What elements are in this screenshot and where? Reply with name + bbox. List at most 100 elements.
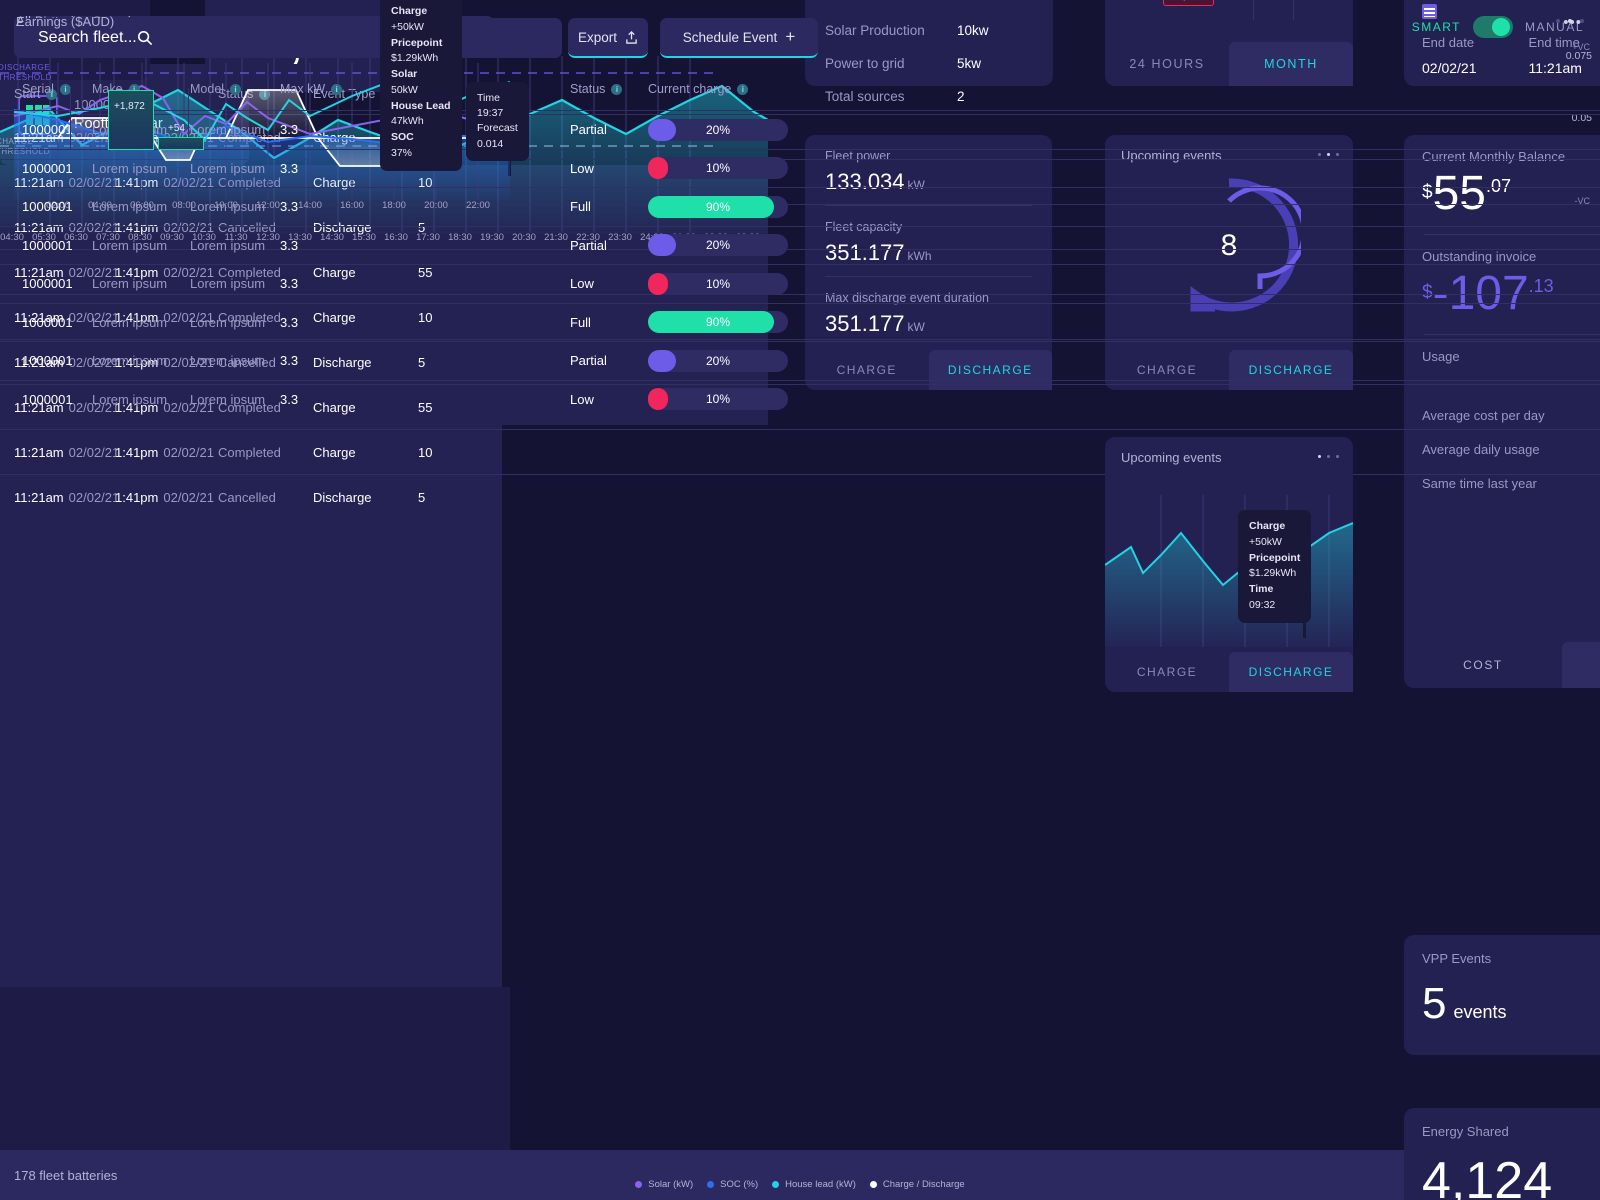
outstanding-invoice-block: Outstanding invoice $ -107 .13	[1404, 235, 1600, 334]
cell-max-kw: 3.3	[280, 391, 299, 407]
row-label: Fleet capacity	[825, 220, 903, 234]
cell-current-charge: 10%	[648, 157, 808, 180]
more-options-icon[interactable]: •••	[1563, 14, 1582, 31]
cell-status: Low	[570, 391, 594, 407]
upload-icon	[626, 30, 637, 44]
cell-status: Partial	[570, 353, 607, 369]
usage-block: Usage Average cost per day Average daily…	[1404, 335, 1600, 505]
x-tick: 08:00	[172, 200, 196, 211]
smart-manual-toggle[interactable]: SMART MANUAL	[1412, 16, 1584, 38]
cell-serial: 1000001	[22, 237, 73, 253]
x-tick: 12:00	[256, 200, 280, 211]
cell-status: Cancelled	[218, 219, 276, 235]
end-datetime-card: End date 02/02/21 End time 11:21am	[1404, 0, 1600, 86]
cell-status: Partial	[570, 122, 607, 138]
x-tick: 10:00	[214, 200, 238, 211]
cell-serial: 1000001	[22, 199, 73, 215]
invoice-value: $ -107 .13	[1422, 270, 1600, 318]
calendar-icon	[1422, 4, 1437, 19]
tab-charge[interactable]: CHARGE	[1136, 665, 1198, 679]
cell-model: Lorem ipsum	[190, 353, 266, 369]
events-table-footer: 178 fleet batteries ← →	[0, 1150, 1600, 1200]
schedule-label: Schedule Event	[682, 29, 778, 45]
table-row[interactable]: 1000001 Lorem ipsum Lorem ipsum 3.3 Low 10%	[0, 379, 1600, 419]
amount-decimal: .07	[1485, 176, 1511, 196]
tab-cost[interactable]: COST	[1463, 658, 1503, 672]
tooltip-time-value: 19:37	[477, 107, 504, 120]
charge-percent: 20%	[705, 353, 731, 368]
cell-status: Full	[570, 199, 591, 215]
range-toggle-card: -2,324 24 HOURS MONTH	[1105, 0, 1353, 86]
table-row[interactable]: 1000001 Lorem ipsum Lorem ipsum 3.3 Low 10%	[0, 148, 1600, 188]
mode-switch[interactable]	[1472, 16, 1513, 38]
tab-charge[interactable]: CHARGE	[836, 363, 897, 377]
x-tick: 02:00	[46, 200, 70, 211]
fleet-battery-count: 178 fleet batteries	[14, 1167, 118, 1183]
row-value: 351.177 kWh	[825, 240, 1032, 266]
cell-make: Lorem ipsum	[92, 314, 168, 330]
tab-charge[interactable]: CHARGE	[1136, 363, 1198, 377]
tt-time-value: 09:32	[1249, 598, 1276, 611]
tab-discharge[interactable]: DISCHARGE	[1229, 350, 1353, 390]
usage-row: Same time last year	[1422, 476, 1537, 491]
carousel-dots[interactable]	[1318, 153, 1339, 156]
monthly-balance-value: $ 55 .07	[1422, 170, 1600, 218]
cell-status: Low	[570, 276, 594, 292]
cell-status: Cancelled	[218, 489, 276, 505]
earnings-bar-label: +54	[168, 123, 185, 134]
tt-solar-value: 50kW	[391, 83, 418, 96]
tab-discharge[interactable]: DISCHARGE	[928, 350, 1052, 390]
export-fleet-button[interactable]: Export	[568, 18, 648, 58]
cell-event-type: Charge	[313, 264, 356, 280]
y-tick: 0.05	[1571, 112, 1592, 124]
x-tick: 09:30	[160, 232, 184, 243]
column-header-serial: Serial i	[0, 82, 92, 96]
search-fleet-input[interactable]: Search fleet...	[22, 18, 562, 58]
cell-max-kw: 3.3	[280, 276, 299, 292]
carousel-dots[interactable]	[1556, 19, 1584, 23]
cell-model: Lorem ipsum	[190, 314, 266, 330]
row-value: 2	[957, 89, 965, 104]
tab-24-hours[interactable]: 24 HOURS	[1129, 57, 1205, 71]
column-header-max-kw: Max kW i	[280, 82, 570, 96]
tab-next[interactable]	[1562, 642, 1600, 688]
cell-model: Lorem ipsum	[190, 391, 266, 407]
table-row[interactable]: 1000001 Lorem ipsum Lorem ipsum 3.3 Full 90%	[0, 187, 1600, 226]
schedule-event-button[interactable]: Schedule Event +	[660, 18, 818, 58]
search-placeholder: Search fleet...	[38, 29, 137, 46]
x-tick: 11:30	[224, 232, 248, 243]
x-tick: 07:30	[96, 232, 120, 243]
gauge-value: 8	[1221, 229, 1238, 262]
smart-label: SMART	[1411, 20, 1461, 34]
axis-marker-positive: +VC	[1572, 42, 1590, 52]
cell-status: Partial	[570, 237, 607, 253]
tt-charge-value: +50kW	[391, 20, 424, 33]
fleet-power-card: Fleet power 133.034 kW Fleet capacity 351…	[805, 135, 1052, 390]
balance-card: Current Monthly Balance $ 55 .07 Outstan…	[1404, 135, 1600, 688]
tooltip-time-label: Time	[477, 92, 500, 104]
table-row[interactable]: 1000001 Lorem ipsum Lorem ipsum 3.3 Full 90%	[0, 302, 1600, 342]
table-row[interactable]: 11:21am 02/02/21 1:41pm 02/02/21 Cancelled Di…	[0, 339, 1600, 384]
carousel-dots[interactable]	[1318, 455, 1339, 458]
x-tick: 16:00	[340, 200, 364, 211]
cell-kw: 55	[418, 399, 433, 415]
tab-discharge[interactable]: DISCHARGE	[1229, 652, 1353, 692]
tab-month[interactable]: MONTH	[1229, 42, 1353, 86]
table-row[interactable]: 11:21am 02/02/21 1:41pm 02/02/21 Cancelled Di…	[0, 204, 1600, 249]
table-row[interactable]: 1000001 Lorem ipsum Lorem ipsum 3.3 Low 10%	[0, 264, 1600, 303]
table-row[interactable]: 11:21am 02/02/21 1:41pm 02/02/21 Cancelled Di…	[0, 474, 1600, 519]
axis-marker-negative: -VC	[1574, 196, 1591, 206]
legend-item-soc: SOC (%)	[707, 1179, 758, 1190]
cell-status: Full	[570, 314, 591, 330]
row-value: 10kw	[957, 23, 989, 38]
x-tick: 14:30	[320, 232, 344, 243]
